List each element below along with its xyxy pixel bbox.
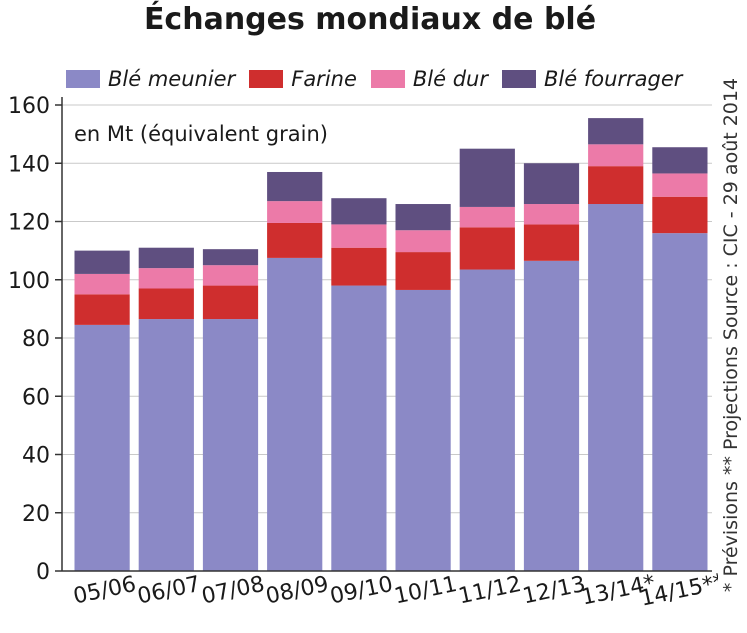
bar-segment (202, 285, 259, 320)
x-tick-label: 12/13 (521, 572, 588, 610)
chart-legend: Blé meunier Farine Blé dur Blé fourrager (66, 62, 696, 96)
bar-segment (395, 252, 451, 290)
x-tick-label: 07/08 (200, 572, 267, 610)
legend-swatch (370, 70, 405, 88)
x-tick-label: 05/06 (71, 572, 138, 610)
side-note: * Prévisions ** Projections Source : CIC… (719, 40, 743, 630)
bar-segment (523, 224, 580, 261)
bar-segment (74, 324, 130, 571)
bar-segment (331, 285, 387, 571)
bar-segment (138, 288, 194, 320)
bar-segment (459, 148, 515, 207)
bars (74, 118, 708, 571)
bar-segment (74, 273, 130, 295)
y-tick-label: 140 (8, 152, 50, 177)
y-tick-label: 20 (22, 502, 50, 527)
bar-segment (267, 222, 323, 258)
bar-segment (331, 247, 387, 286)
bar-segment (202, 265, 259, 286)
bar-segment (138, 247, 194, 269)
x-tick-label: 06/07 (135, 572, 202, 610)
bar-segment (202, 319, 259, 571)
x-tick-label: 11/12 (456, 572, 523, 610)
bar-segment (202, 249, 259, 266)
bar-segment (395, 230, 451, 253)
bar-segment (588, 118, 644, 145)
legend-item: Blé meunier (66, 67, 235, 91)
bar-segment (459, 269, 515, 571)
legend-label: Blé fourrager (544, 67, 683, 91)
legend-swatch (502, 70, 537, 88)
bar-segment (459, 206, 515, 228)
x-tick-label: 10/11 (392, 572, 459, 610)
bar-segment (331, 224, 387, 248)
bar-segment (459, 227, 515, 270)
bar-segment (138, 319, 194, 571)
bar-segment (652, 233, 708, 571)
legend-label: Blé dur (412, 67, 489, 91)
legend-swatch (249, 70, 284, 88)
bar-segment (588, 204, 644, 571)
bar-segment (74, 250, 130, 274)
bar-segment (74, 294, 130, 325)
y-tick-label: 60 (22, 385, 50, 410)
bar-segment (267, 201, 323, 223)
bar-segment (331, 198, 387, 225)
bar-segment (267, 257, 323, 571)
legend-item: Blé fourrager (502, 67, 682, 91)
y-tick-label: 0 (36, 560, 50, 585)
side-note-text: * Prévisions ** Projections Source : CIC… (720, 77, 742, 593)
legend-label: Blé meunier (108, 67, 236, 91)
bar-segment (267, 171, 323, 202)
x-tick-label: 09/10 (328, 572, 395, 610)
bar-segment (395, 204, 451, 231)
bar-segment (588, 166, 644, 205)
legend-item: Farine (249, 67, 357, 91)
legend-swatch (66, 70, 100, 88)
y-tick-label: 160 (8, 94, 50, 119)
bar-segment (523, 260, 580, 571)
unit-label: en Mt (équivalent grain) (74, 122, 328, 146)
legend-label: Farine (291, 67, 357, 91)
stacked-bar-chart: 0 20 40 60 80 100 120 140 160 05/0606/0707/0808/0… (8, 94, 718, 612)
bar-segment (523, 204, 580, 225)
legend-item: Blé dur (370, 67, 489, 91)
bar-segment (138, 268, 194, 289)
bar-segment (395, 289, 451, 571)
y-tick-label: 40 (22, 444, 50, 469)
bar-segment (523, 163, 580, 205)
y-tick-label: 120 (8, 211, 50, 236)
bar-segment (652, 173, 708, 197)
y-tick-label: 100 (8, 269, 50, 294)
bar-segment (652, 147, 708, 174)
bar-segment (652, 196, 708, 234)
chart-title: Échanges mondiaux de blé (143, 2, 597, 37)
bar-segment (588, 144, 644, 167)
y-tick-label: 80 (22, 327, 50, 352)
x-tick-label: 08/09 (264, 572, 331, 610)
